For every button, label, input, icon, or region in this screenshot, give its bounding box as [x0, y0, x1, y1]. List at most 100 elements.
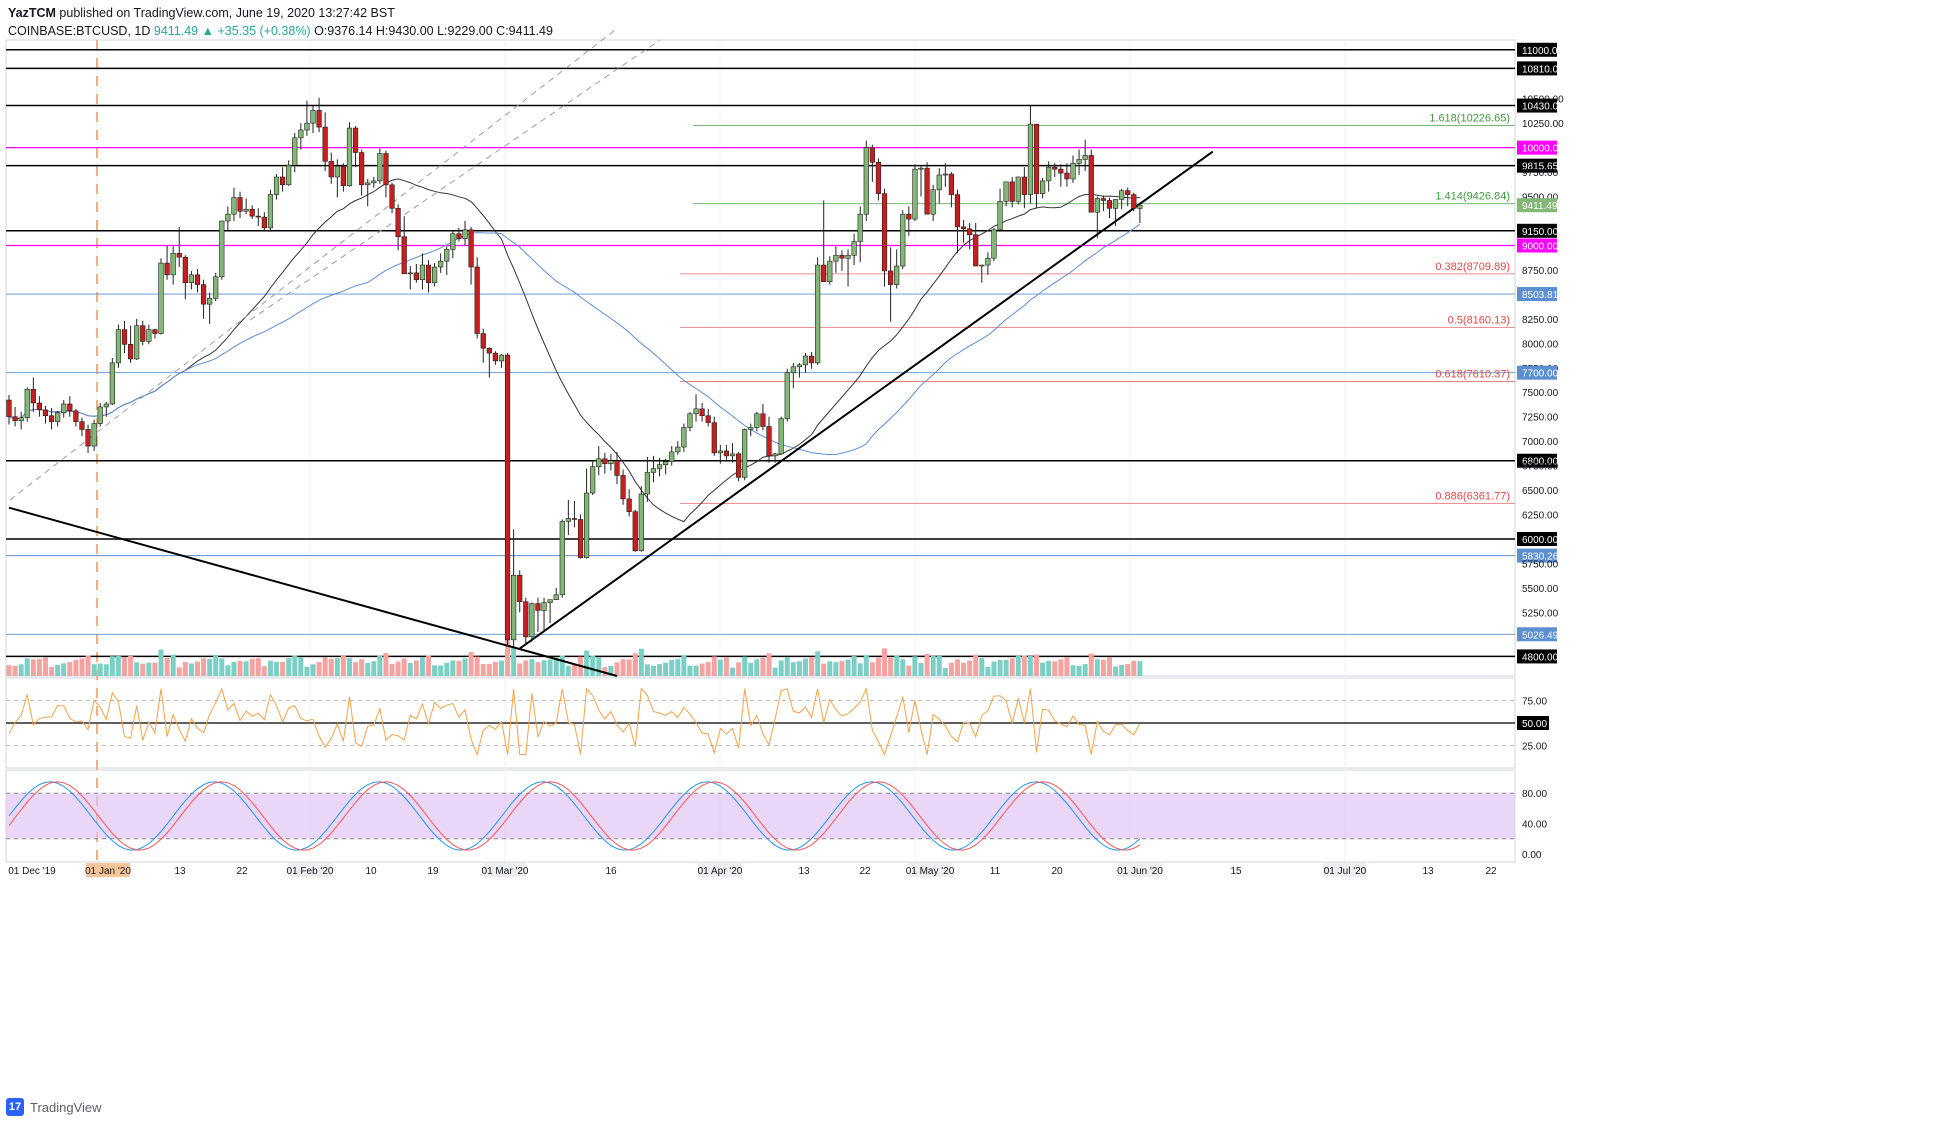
- rsi-value-box: [1517, 716, 1549, 730]
- volume-bar: [821, 663, 827, 676]
- candle-body: [1052, 166, 1058, 170]
- volume-bar: [571, 664, 577, 676]
- candle-body: [1033, 123, 1040, 194]
- rsi-line: [8, 687, 1141, 757]
- volume-bar: [407, 663, 413, 676]
- month-marker-box: [698, 863, 742, 877]
- candle-body: [213, 276, 219, 299]
- volume-bar: [395, 661, 401, 676]
- publisher-name[interactable]: YazTCM: [8, 6, 56, 20]
- level-price-box: [1517, 532, 1557, 547]
- volume-bar: [1113, 666, 1119, 676]
- time-tick-label: 01 Feb '20: [287, 866, 334, 877]
- candle-body: [158, 262, 164, 334]
- volume-bar: [930, 655, 936, 676]
- horizontal-levels: 1.618(10226.65) 1.414(9426.84) 0.382(8709.…: [6, 49, 1515, 658]
- volume-bar: [67, 662, 73, 676]
- candle-body: [936, 174, 942, 191]
- candle-body: [267, 194, 274, 229]
- candle-body: [991, 229, 997, 259]
- candle-body: [735, 453, 742, 478]
- volume-bar: [261, 666, 267, 676]
- volume-bar: [559, 655, 565, 676]
- candle-body: [389, 184, 395, 209]
- ma-100-line: [8, 178, 1140, 523]
- tradingview-footer[interactable]: 17 TradingView: [6, 1097, 102, 1117]
- trend-line[interactable]: [519, 150, 1214, 650]
- time-tick-label: 13: [1422, 866, 1434, 877]
- volume-bar: [1094, 659, 1100, 676]
- candle-body: [942, 173, 948, 176]
- volume-bar: [85, 655, 91, 676]
- candle-body: [188, 274, 195, 283]
- candle-body: [1027, 123, 1034, 195]
- publish-line: YazTCM published on TradingView.com, Jun…: [8, 4, 1508, 22]
- volume-bar: [888, 657, 894, 676]
- candle-body: [1015, 176, 1021, 202]
- candle-body: [182, 256, 188, 283]
- volume-bar: [644, 664, 650, 676]
- candle-body: [1021, 176, 1027, 195]
- candle-body: [638, 493, 644, 552]
- candle-body: [12, 416, 18, 421]
- volume-bar: [346, 658, 352, 676]
- candle-body: [55, 412, 61, 422]
- trend-line[interactable]: [8, 506, 618, 677]
- candle-body: [948, 173, 954, 195]
- candle-body: [219, 220, 225, 278]
- volume-bar: [985, 666, 991, 676]
- price-tick-label: 8750.00: [1522, 266, 1559, 277]
- candle-body: [383, 153, 389, 186]
- candle-body: [985, 257, 991, 266]
- volume-bar: [109, 656, 115, 676]
- volume-bar: [1034, 654, 1040, 676]
- candle-body: [474, 266, 480, 334]
- candle-body: [644, 472, 650, 495]
- volume-bar: [1100, 659, 1106, 676]
- volume-bar: [602, 667, 608, 676]
- level-price-label: 9000.00: [1522, 241, 1559, 252]
- price-pane-frame: [5, 39, 1516, 677]
- candle-body: [140, 325, 146, 342]
- candle-body: [18, 417, 24, 421]
- candle-body: [24, 389, 30, 418]
- symbol-label: COINBASE:BTCUSD, 1D: [8, 24, 151, 38]
- time-tick-label: 01 Dec '19: [8, 866, 56, 877]
- volume-bar: [237, 660, 243, 676]
- level-price-label: 7700.00: [1522, 369, 1559, 380]
- price-tick-label: 9750.00: [1522, 168, 1559, 179]
- volume-bar: [596, 657, 602, 676]
- candle-body: [717, 450, 723, 454]
- volume-bar: [207, 659, 213, 676]
- candle-body: [821, 264, 827, 282]
- volume-bar: [389, 664, 395, 676]
- candle-body: [146, 329, 152, 342]
- fib-label: 1.618(10226.65): [1429, 112, 1510, 124]
- year-marker-box: [86, 863, 130, 877]
- volume-bar: [912, 656, 918, 676]
- level-price-box: [1517, 287, 1557, 302]
- level-price-label: 8503.81: [1522, 290, 1559, 301]
- month-marker-box: [288, 863, 332, 877]
- candle-body: [583, 492, 590, 558]
- candle-body: [681, 427, 687, 448]
- candle-body: [784, 372, 790, 419]
- candle-body: [529, 603, 535, 638]
- candle-body: [1137, 204, 1143, 209]
- volume-bar: [790, 662, 796, 676]
- level-price-box: [1517, 61, 1557, 76]
- volume-bar: [736, 662, 742, 676]
- candle-body: [748, 427, 754, 430]
- time-tick-label: 22: [236, 866, 248, 877]
- volume-bar: [231, 661, 237, 676]
- volume-bar: [158, 649, 164, 676]
- level-price-label: 6000.00: [1522, 535, 1559, 546]
- price-change: ▲ +35.35 (+0.38%): [201, 24, 311, 38]
- volume-bar: [103, 664, 109, 676]
- candle-body: [352, 127, 359, 153]
- time-tick-label: 01 Jan '20: [85, 866, 131, 877]
- candle-body: [924, 167, 930, 215]
- candle-body: [438, 260, 444, 268]
- volume-bar: [255, 658, 261, 676]
